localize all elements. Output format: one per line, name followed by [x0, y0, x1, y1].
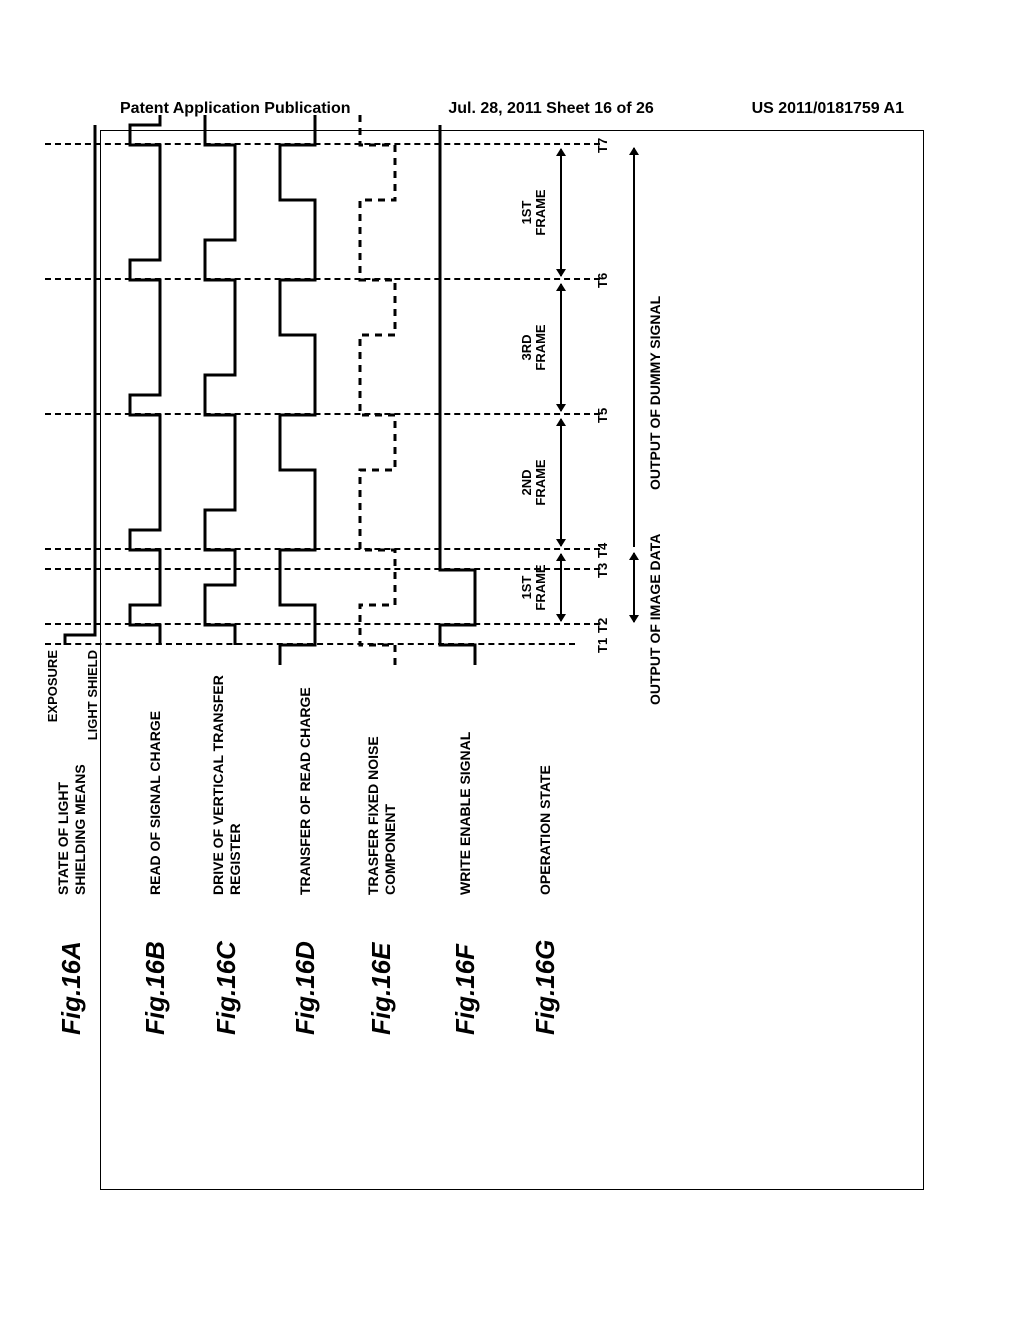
signal-label-g: OPERATION STATE	[537, 655, 554, 895]
fig-label-c: Fig.16C	[211, 895, 242, 1035]
timing-diagram: Fig.16A STATE OF LIGHT SHIELDING MEANS F…	[35, 285, 995, 1035]
frame-label: 3RD FRAME	[520, 280, 549, 415]
bracket-dummy	[633, 148, 635, 547]
fig-label-b: Fig.16B	[140, 895, 171, 1035]
frame-label: 1ST FRAME	[520, 550, 549, 625]
frame-arrow	[560, 149, 562, 276]
signal-B	[120, 110, 170, 670]
frame-arrow	[560, 554, 562, 621]
fig-label-d: Fig.16D	[290, 895, 321, 1035]
signal-A	[55, 110, 105, 670]
fig-label-e: Fig.16E	[366, 895, 397, 1035]
tick-T6: T6	[595, 273, 610, 288]
fig-label-g: Fig.16G	[530, 895, 561, 1035]
label-output-image: OUTPUT OF IMAGE DATA	[647, 534, 663, 705]
fig-label-a: Fig.16A	[56, 895, 87, 1035]
tick-T1: T1	[595, 638, 610, 653]
header-right: US 2011/0181759 A1	[752, 100, 904, 118]
frame-arrow	[560, 284, 562, 411]
frame-label: 1ST FRAME	[520, 145, 549, 280]
signal-F	[430, 110, 485, 670]
signal-label-d: TRANSFER OF READ CHARGE	[297, 655, 314, 895]
signal-label-f: WRITE ENABLE SIGNAL	[457, 655, 474, 895]
timing-area: 1ST FRAME2ND FRAME3RD FRAME1ST FRAME T1T…	[35, 115, 685, 645]
signal-label-a: STATE OF LIGHT SHIELDING MEANS	[55, 655, 89, 895]
bracket-image-data	[633, 553, 635, 622]
signal-label-e: TRASFER FIXED NOISE COMPONENT	[365, 655, 399, 895]
tick-T4: T4	[595, 543, 610, 558]
tick-T7: T7	[595, 138, 610, 153]
tick-T5: T5	[595, 408, 610, 423]
frame-arrow	[560, 419, 562, 546]
tick-T2: T2	[595, 618, 610, 633]
signal-C	[195, 110, 245, 670]
label-output-dummy: OUTPUT OF DUMMY SIGNAL	[647, 296, 663, 490]
tick-T3: T3	[595, 563, 610, 578]
signal-E	[350, 110, 405, 670]
fig-label-f: Fig.16F	[450, 895, 481, 1035]
signal-D	[270, 110, 325, 670]
frame-label: 2ND FRAME	[520, 415, 549, 550]
signal-label-b: READ OF SIGNAL CHARGE	[147, 655, 164, 895]
signal-label-c: DRIVE OF VERTICAL TRANSFER REGISTER	[210, 655, 244, 895]
